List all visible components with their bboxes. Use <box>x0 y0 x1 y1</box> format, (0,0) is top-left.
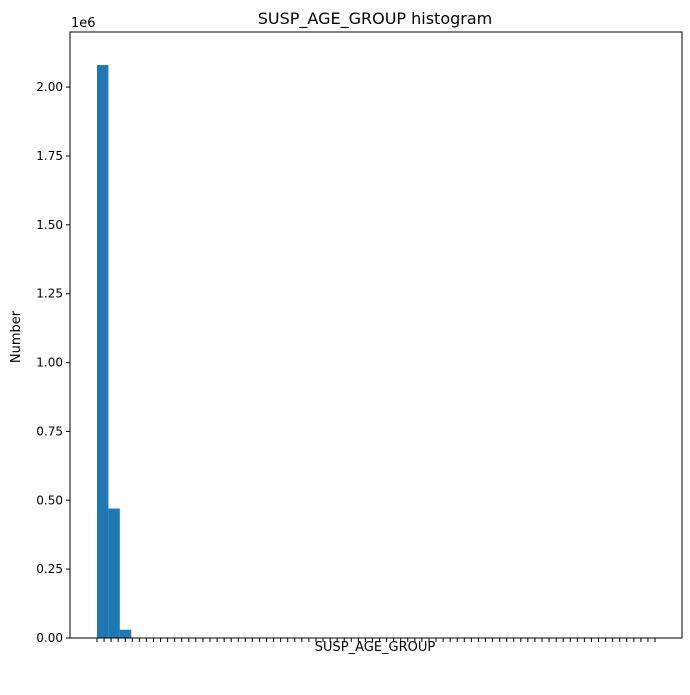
y-axis-label: Number <box>9 310 24 363</box>
x-axis-label: SUSP_AGE_GROUP <box>315 640 436 655</box>
y-tick-label: 1.50 <box>36 218 63 232</box>
y-tick-label: 1.75 <box>36 149 63 163</box>
y-tick-label: 0.50 <box>36 493 63 507</box>
plot-frame <box>69 31 683 639</box>
y-offset-label: 1e6 <box>71 16 96 31</box>
y-tick-label: 1.00 <box>36 356 63 370</box>
y-tick-label: 0.25 <box>36 562 63 576</box>
y-tick-label: 0.00 <box>36 631 63 645</box>
y-tick-label: 0.75 <box>36 424 63 438</box>
histogram-bar <box>97 65 109 638</box>
y-tick-label: 2.00 <box>36 80 63 94</box>
histogram-bar <box>108 508 120 638</box>
histogram-bar <box>119 629 132 638</box>
y-tick-label: 1.25 <box>36 287 63 301</box>
chart-title: SUSP_AGE_GROUP histogram <box>258 9 493 29</box>
